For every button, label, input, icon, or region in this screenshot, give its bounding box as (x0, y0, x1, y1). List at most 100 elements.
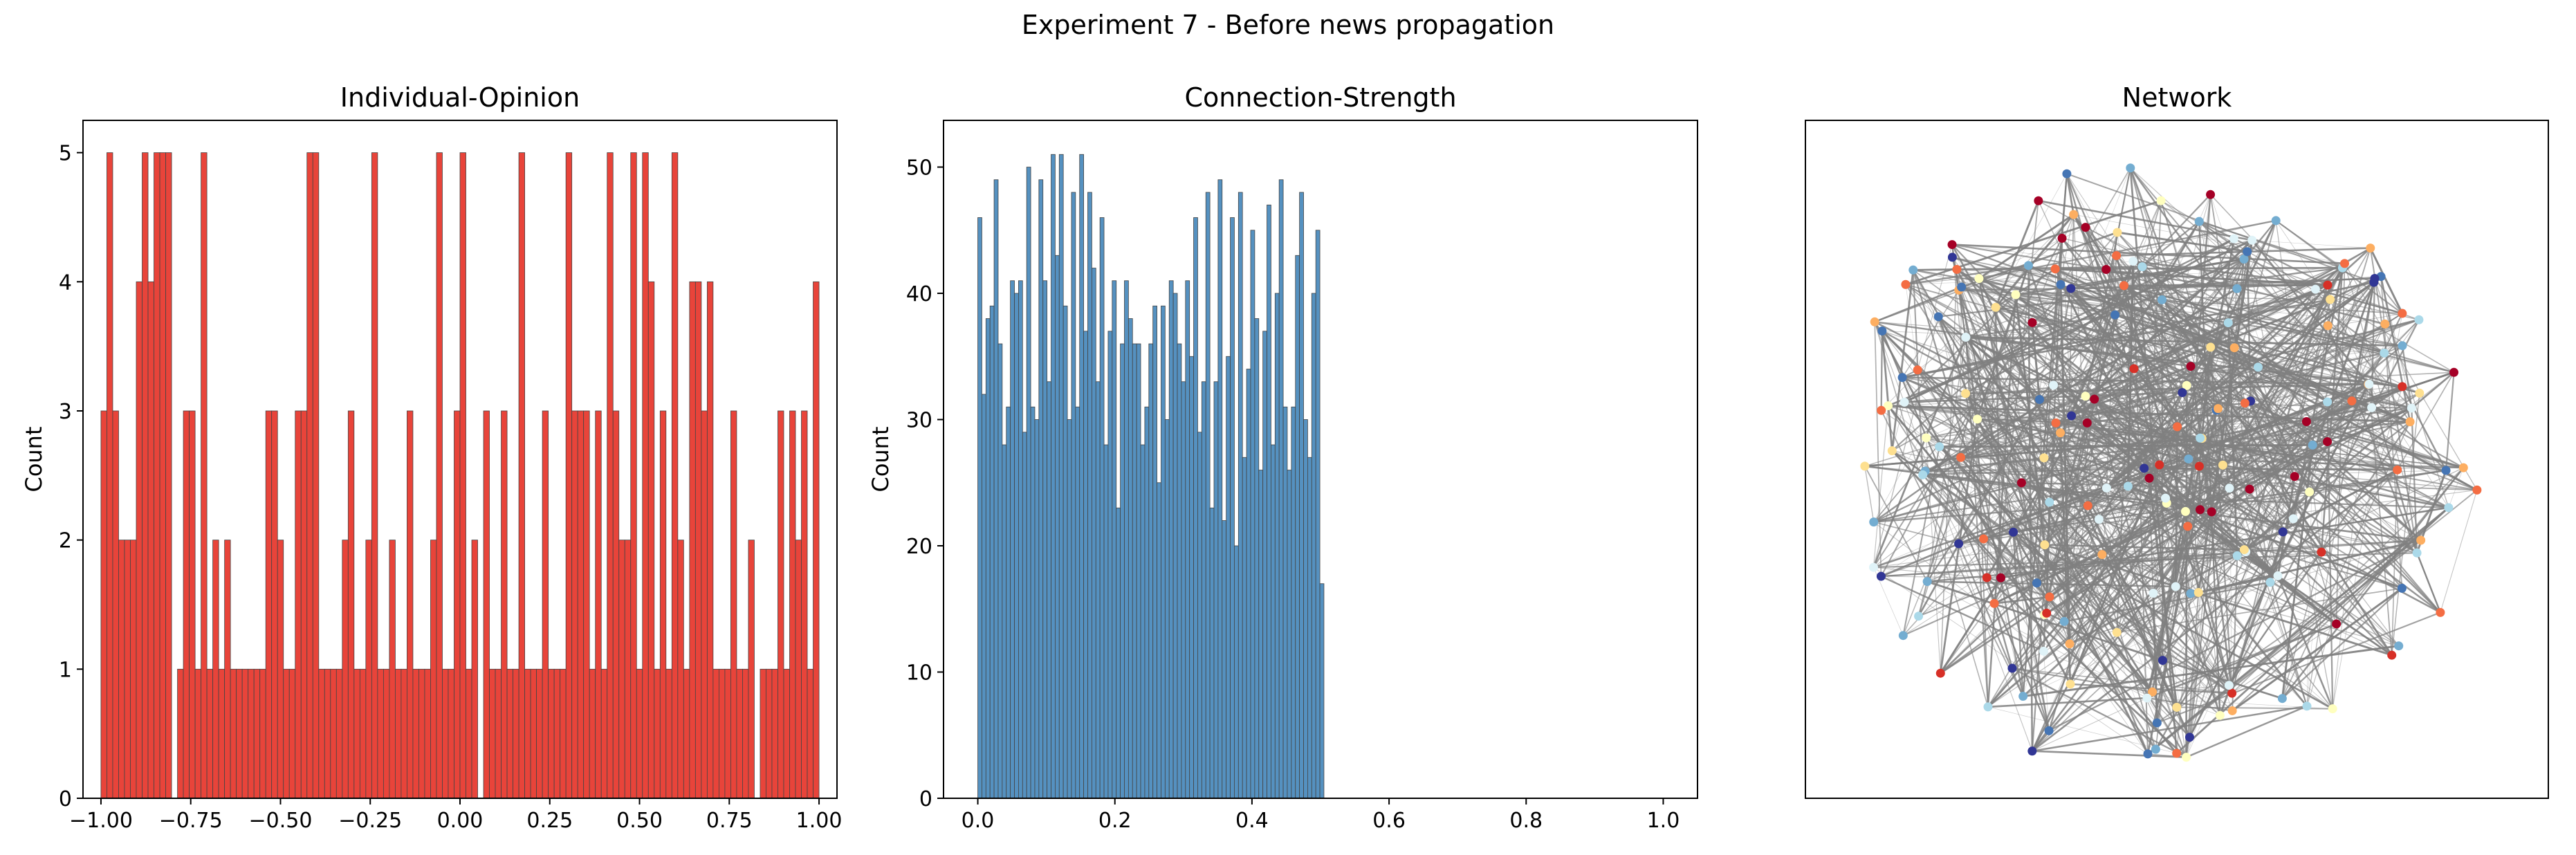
histogram-bar (1030, 406, 1036, 799)
network-edge (2027, 265, 2034, 751)
y-tick-label: 3 (59, 400, 72, 424)
y-tick-label: 5 (59, 142, 72, 166)
strength-histogram-y-axis: 0 10 20 30 40 50 (906, 156, 944, 811)
network-node (2119, 281, 2128, 291)
histogram-bar (241, 668, 249, 799)
histogram-bar (212, 540, 219, 799)
network-edge (2246, 251, 2252, 401)
histogram-bar (1185, 280, 1190, 799)
network-node (2398, 382, 2407, 392)
network-node (2245, 484, 2254, 494)
network-node (2328, 704, 2337, 714)
histogram-bar (1168, 280, 1174, 799)
network-node (2397, 583, 2407, 593)
network-edge (2185, 511, 2393, 656)
histogram-bar (1014, 293, 1019, 799)
histogram-bar (454, 410, 461, 799)
histogram-bar (659, 410, 667, 799)
network-edge (2232, 467, 2464, 694)
network-edge (1978, 265, 2029, 279)
network-edge (2448, 468, 2464, 508)
y-tick-label: 2 (59, 529, 72, 553)
network-node (2027, 318, 2037, 327)
strength-histogram-y-label: Count (867, 426, 894, 492)
x-tick-label: 0.0 (962, 809, 995, 833)
network-node (1952, 264, 1962, 274)
histogram-bar (1274, 293, 1280, 799)
network-node (2034, 196, 2043, 205)
network-edge (2198, 221, 2328, 286)
network-node (2067, 411, 2077, 421)
histogram-bar (612, 410, 620, 799)
histogram-bar (271, 410, 278, 799)
x-tick-label: 1.00 (796, 809, 843, 833)
network-edge (2186, 385, 2322, 553)
network-node (2056, 279, 2066, 289)
network-edge (1958, 488, 2230, 544)
network-node (2042, 608, 2052, 618)
network-edge (2085, 200, 2162, 396)
network-edge (2161, 299, 2422, 541)
network-edge (2152, 623, 2337, 693)
network-node (2273, 571, 2283, 580)
network-node (2369, 277, 2379, 287)
network-node (1973, 414, 1982, 424)
histogram-bar (607, 152, 614, 799)
histogram-bar (230, 668, 237, 799)
histogram-bar (1140, 444, 1146, 799)
network-edge (2071, 347, 2235, 417)
network-node (2034, 395, 2044, 405)
network-edge (1995, 306, 2033, 323)
network-edge (2094, 322, 2229, 401)
network-node (2011, 290, 2021, 300)
network-node (2288, 514, 2298, 524)
network-edge (2085, 227, 2420, 394)
histogram-bar (389, 540, 396, 799)
histogram-bar (218, 668, 226, 799)
network-edge (2087, 383, 2369, 507)
x-tick-label: 0.75 (706, 809, 753, 833)
histogram-bar (459, 152, 466, 799)
network-edge (2069, 551, 2322, 645)
histogram-bar (600, 668, 608, 799)
network-node (2441, 466, 2451, 475)
histogram-bar (201, 152, 208, 799)
network-node (1957, 282, 1967, 292)
histogram-bar (412, 668, 419, 799)
opinion-histogram-y-axis: 0 1 2 3 4 5 (59, 142, 83, 811)
network-edge (1995, 265, 2029, 308)
histogram-bar (1136, 343, 1141, 799)
network-edge (2133, 368, 2398, 470)
network-edge (1904, 401, 2088, 506)
histogram-bar (760, 668, 766, 799)
network-node (2142, 693, 2152, 703)
network-edge (2198, 221, 2385, 354)
network-edge (2152, 691, 2220, 716)
network-edge (1987, 497, 2166, 708)
network-node (1961, 389, 1971, 398)
network-node (2415, 388, 2425, 398)
network-edge (1961, 286, 2369, 385)
histogram-bar (1222, 520, 1227, 799)
histogram-bar (1083, 331, 1088, 799)
network-node (2240, 398, 2250, 408)
network-edge (2440, 490, 2478, 613)
network-edge (2369, 248, 2418, 553)
network-node (2290, 472, 2299, 481)
network-node (2101, 483, 2111, 493)
network-edge (2000, 506, 2449, 579)
histogram-bar (1047, 381, 1051, 799)
x-tick-label: 0.8 (1509, 809, 1543, 833)
histogram-bar (701, 410, 708, 799)
histogram-bar (377, 668, 384, 799)
histogram-bar (997, 343, 1003, 799)
network-node (1913, 365, 1922, 375)
network-node (2157, 295, 2166, 304)
network-edge (2232, 587, 2403, 712)
histogram-bar (807, 668, 813, 799)
network-edge (2200, 509, 2400, 647)
network-node (2140, 463, 2149, 473)
network-edge (1940, 553, 2103, 674)
network-node (2081, 392, 2090, 401)
network-edge (2115, 314, 2353, 402)
